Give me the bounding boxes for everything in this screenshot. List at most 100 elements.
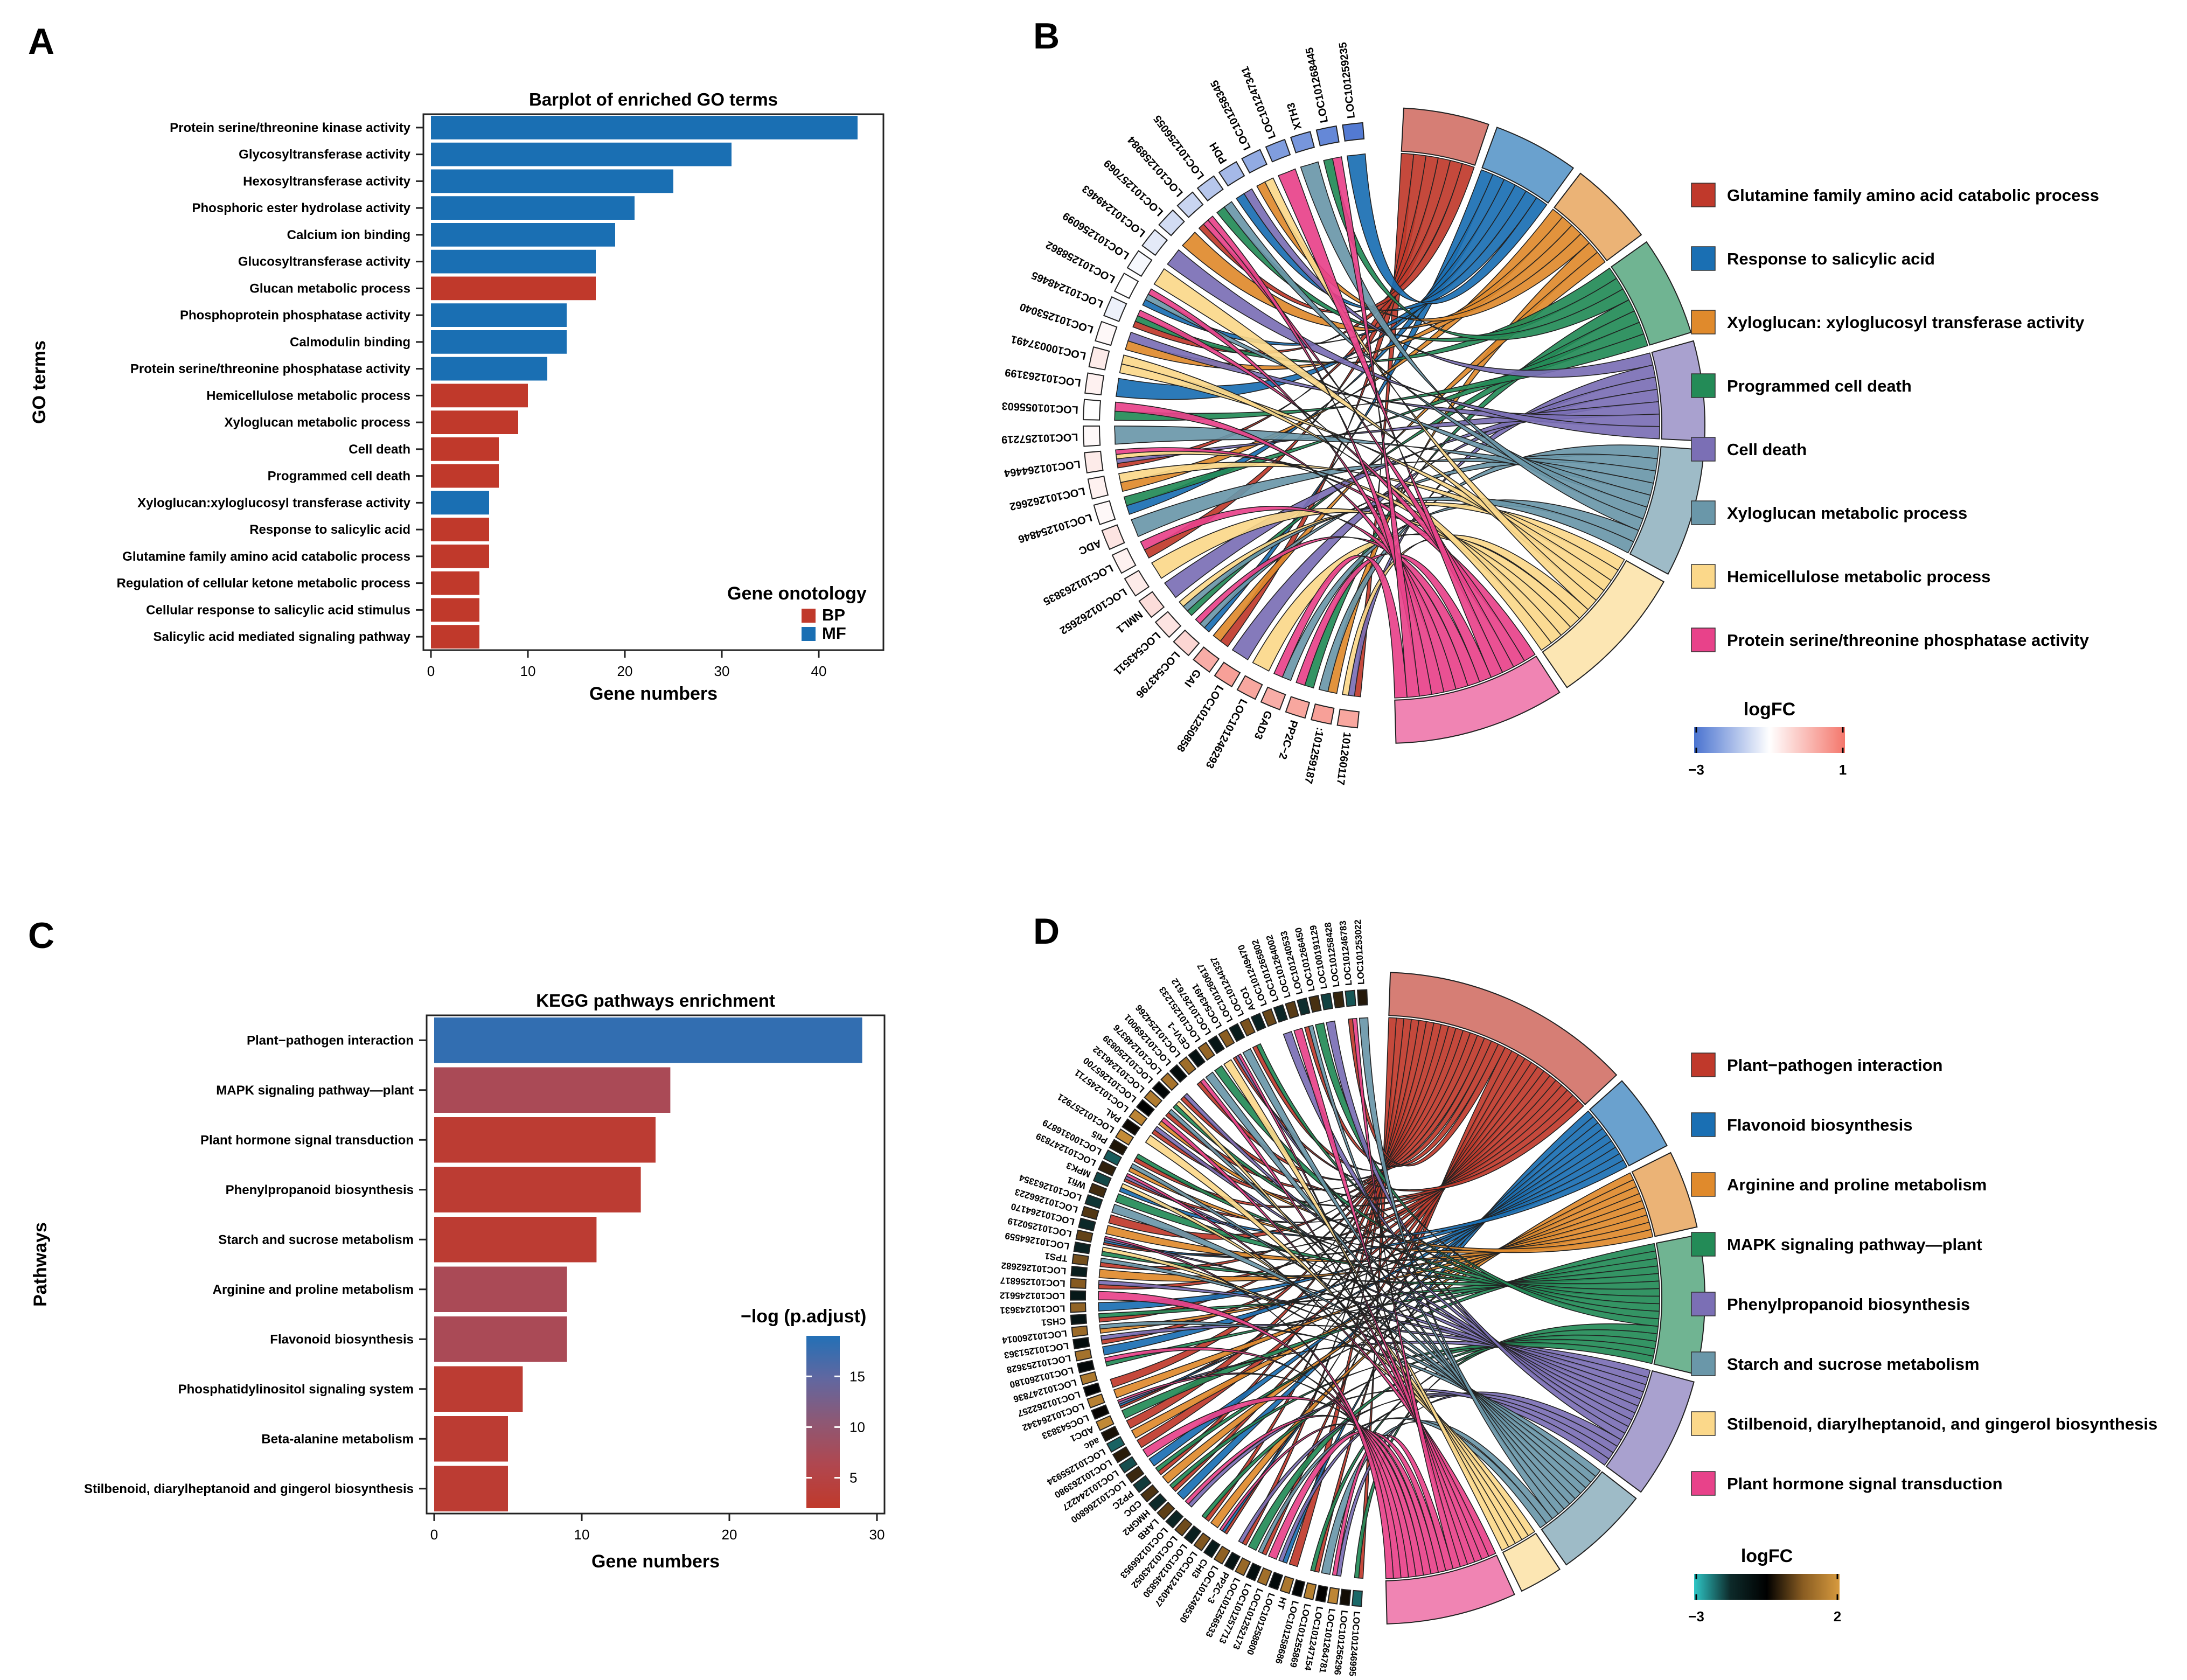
legend-label: Cell death [1727, 440, 1807, 459]
gene-box [1279, 1576, 1294, 1594]
chord-ribbon [1359, 1017, 1559, 1519]
legend-label: BP [822, 605, 845, 624]
gene-box [1106, 1436, 1125, 1453]
bar [431, 357, 547, 381]
bar [431, 571, 479, 595]
category-label: Glutamine family amino acid catabolic pr… [122, 549, 410, 564]
category-label: Hemicellulose metabolic process [206, 388, 410, 403]
gene-box [1103, 296, 1127, 323]
bar [431, 464, 499, 488]
gene-box [1138, 591, 1165, 618]
bar [431, 276, 596, 301]
term-arc [1481, 127, 1575, 204]
gene-label: LOC101246995 [1347, 1611, 1362, 1677]
legend-label: Xyloglucan metabolic process [1727, 504, 1967, 522]
colorbar-min-label: −3 [1688, 1608, 1704, 1625]
bar-chart-c: Plant−pathogen interaction MAPK signaling… [30, 991, 886, 1572]
colorbar-title: logFC [1744, 699, 1795, 720]
chord-ribbon [1169, 1342, 1654, 1489]
gene-box [1207, 1035, 1225, 1055]
gene-box [1224, 1551, 1241, 1571]
chord-legend: Glutamine family amino acid catabolic pr… [1691, 183, 2099, 652]
x-tick-label: 20 [617, 663, 633, 679]
legend-label: Plant−pathogen interaction [1727, 1056, 1942, 1075]
category-label: Phosphoprotein phosphatase activity [180, 308, 411, 323]
legend-neglog-padj: −log (p.adjust) 15 10 5 [741, 1306, 866, 1508]
legend-swatch [1691, 500, 1716, 525]
gene-box [1092, 1171, 1112, 1187]
category-label: Plant hormone signal transduction [200, 1133, 414, 1147]
bar [431, 196, 635, 220]
bar [431, 330, 567, 354]
category-label: Glucosyltransferase activity [238, 255, 411, 269]
colorbar [1694, 727, 1845, 753]
chord-ribbon [1346, 153, 1548, 304]
gene-label: LOC101253022 [1353, 919, 1367, 985]
term-arc [1388, 972, 1618, 1105]
panel-letter-b: B [1033, 16, 1060, 57]
gene-box [1144, 1090, 1163, 1109]
gene-box [1071, 1253, 1089, 1266]
bar [434, 1466, 508, 1511]
colorbar-label: 10 [849, 1419, 865, 1435]
gene-box [1320, 993, 1334, 1010]
gene-box [1115, 1128, 1134, 1146]
bar [431, 169, 673, 193]
gene-label: LOC101259235 [1337, 41, 1357, 119]
bar [431, 249, 596, 274]
gene-label: NML1 [1114, 608, 1145, 635]
gene-box [1197, 1042, 1215, 1061]
chord-ribbon [1258, 1417, 1547, 1554]
bar [431, 625, 479, 649]
bar [431, 598, 479, 622]
category-label: Beta-alanine metabolism [261, 1432, 414, 1446]
gene-box [1218, 161, 1245, 187]
bar [434, 1266, 567, 1312]
x-tick-label: 0 [427, 663, 435, 679]
legend-label: MF [822, 624, 846, 643]
chord-diagram-d: LOC101246995LOC101256296LOC101264781LOC1… [1000, 919, 2157, 1677]
gene-box [1339, 1588, 1352, 1606]
gene-box [1336, 708, 1360, 729]
gene-box [1285, 696, 1311, 719]
legend-swatch [1691, 1112, 1716, 1137]
bar [431, 384, 528, 408]
gene-box [1241, 149, 1268, 174]
term-arc [1629, 446, 1705, 575]
gene-box [1315, 125, 1340, 147]
gene-box [1169, 1064, 1188, 1083]
gene-box [1070, 1302, 1086, 1313]
gene-label: LOC101263199 [1004, 366, 1082, 389]
gene-box [1345, 989, 1356, 1007]
gene-box [1078, 1217, 1096, 1232]
gene-box [1088, 346, 1110, 371]
legend-label: Glutamine family amino acid catabolic pr… [1727, 186, 2099, 205]
gene-box [1296, 997, 1311, 1016]
bar [434, 1366, 523, 1412]
bar [431, 410, 518, 434]
gene-box [1073, 1241, 1091, 1254]
gene-box [1140, 1484, 1159, 1503]
gene-label: LOC101262662 [1008, 485, 1086, 512]
legend-swatch [1691, 1172, 1716, 1197]
x-axis-label: Gene numbers [589, 684, 718, 704]
gene-box [1257, 1567, 1272, 1586]
chord-ribbon [1321, 1420, 1554, 1575]
chord-ribbon [1300, 161, 1644, 531]
gene-box [1081, 1205, 1099, 1221]
gene-label: LOC101268445 [1304, 46, 1331, 124]
gene-box [1112, 1446, 1132, 1463]
gene-box [1101, 1425, 1120, 1442]
bar [431, 116, 858, 140]
gene-label: PDH [1208, 140, 1230, 165]
x-tick-label: 20 [722, 1526, 737, 1543]
x-tick-label: 30 [714, 663, 730, 679]
gene-label: TPS1 [1044, 1251, 1068, 1264]
gene-box [1129, 1108, 1148, 1127]
category-label: MAPK signaling pathway—plant [216, 1083, 414, 1098]
gene-box [1069, 1290, 1086, 1301]
gene-box [1160, 1072, 1179, 1091]
gene-box [1076, 1360, 1095, 1374]
gene-box [1141, 229, 1168, 256]
gene-box [1101, 524, 1125, 550]
